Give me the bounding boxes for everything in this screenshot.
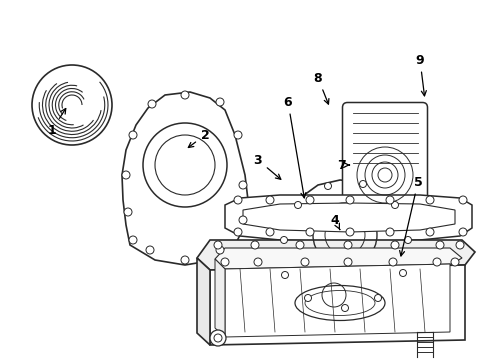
Circle shape — [296, 241, 304, 249]
Polygon shape — [197, 258, 210, 345]
Circle shape — [210, 330, 226, 346]
Text: 5: 5 — [400, 176, 422, 256]
Circle shape — [344, 258, 352, 266]
Circle shape — [433, 258, 441, 266]
Circle shape — [426, 228, 434, 236]
Circle shape — [459, 228, 467, 236]
Text: 1: 1 — [48, 108, 66, 136]
Circle shape — [459, 196, 467, 204]
Text: 3: 3 — [254, 153, 281, 179]
Circle shape — [234, 228, 242, 236]
Circle shape — [181, 91, 189, 99]
Text: 4: 4 — [331, 213, 340, 229]
Circle shape — [32, 65, 112, 145]
Circle shape — [234, 196, 242, 204]
Circle shape — [451, 258, 459, 266]
Polygon shape — [197, 240, 475, 270]
Circle shape — [426, 196, 434, 204]
Circle shape — [281, 271, 289, 279]
Polygon shape — [243, 203, 455, 232]
Text: 2: 2 — [188, 129, 209, 148]
Circle shape — [399, 270, 407, 276]
Circle shape — [360, 180, 367, 188]
Circle shape — [266, 196, 274, 204]
Circle shape — [239, 181, 247, 189]
Circle shape — [304, 294, 312, 302]
Polygon shape — [215, 248, 462, 269]
Circle shape — [129, 236, 137, 244]
Circle shape — [129, 131, 137, 139]
Polygon shape — [280, 180, 412, 312]
Polygon shape — [122, 92, 248, 265]
Circle shape — [405, 237, 412, 243]
Text: 8: 8 — [314, 72, 329, 104]
Circle shape — [389, 258, 397, 266]
Circle shape — [346, 228, 354, 236]
Circle shape — [266, 228, 274, 236]
Circle shape — [214, 241, 222, 249]
Circle shape — [436, 241, 444, 249]
Circle shape — [324, 183, 332, 189]
Circle shape — [221, 258, 229, 266]
Circle shape — [386, 196, 394, 204]
FancyBboxPatch shape — [343, 103, 427, 228]
Circle shape — [391, 241, 399, 249]
Circle shape — [306, 196, 314, 204]
Circle shape — [346, 196, 354, 204]
Text: 9: 9 — [416, 54, 426, 96]
Polygon shape — [411, 296, 439, 328]
Polygon shape — [225, 195, 472, 242]
Circle shape — [456, 241, 464, 249]
Polygon shape — [215, 259, 225, 337]
Circle shape — [239, 216, 247, 224]
Text: 7: 7 — [338, 158, 349, 171]
Circle shape — [386, 228, 394, 236]
Circle shape — [216, 246, 224, 254]
Circle shape — [280, 237, 288, 243]
Circle shape — [124, 208, 132, 216]
Circle shape — [181, 256, 189, 264]
Circle shape — [342, 305, 348, 311]
Circle shape — [392, 202, 398, 208]
Circle shape — [146, 246, 154, 254]
Circle shape — [374, 294, 382, 302]
Circle shape — [216, 98, 224, 106]
Circle shape — [148, 100, 156, 108]
Circle shape — [306, 228, 314, 236]
Polygon shape — [304, 250, 362, 325]
Circle shape — [254, 258, 262, 266]
Circle shape — [122, 171, 130, 179]
Polygon shape — [210, 265, 465, 345]
Circle shape — [234, 131, 242, 139]
Circle shape — [294, 202, 301, 208]
Polygon shape — [225, 264, 450, 337]
Circle shape — [344, 241, 352, 249]
Text: 6: 6 — [284, 95, 306, 198]
Circle shape — [301, 258, 309, 266]
Circle shape — [251, 241, 259, 249]
